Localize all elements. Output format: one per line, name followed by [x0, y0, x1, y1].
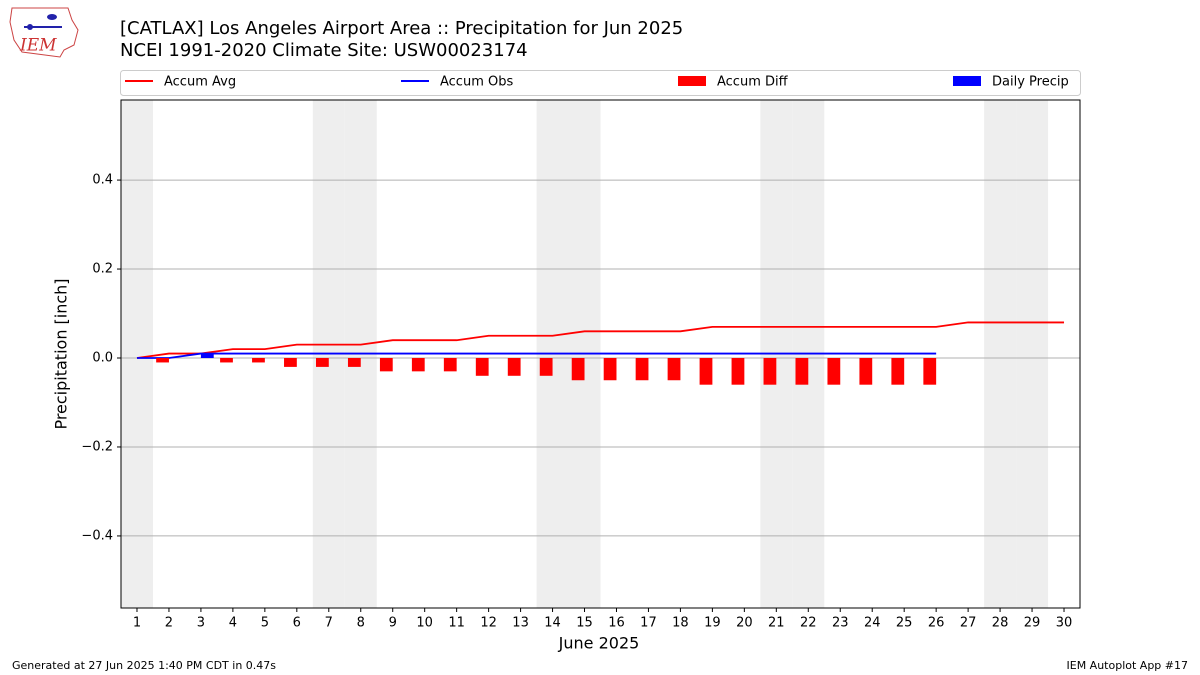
chart-subtitle: NCEI 1991-2020 Climate Site: USW00023174: [120, 40, 528, 61]
y-tick-label: −0.2: [81, 439, 113, 454]
x-tick-label: 29: [1024, 616, 1041, 631]
x-tick-label: 20: [736, 616, 753, 631]
x-tick-label: 6: [293, 616, 301, 631]
bar: [379, 358, 393, 372]
bar: [284, 358, 297, 367]
x-tick-label: 30: [1056, 616, 1073, 631]
x-tick-label: 28: [992, 616, 1009, 631]
line: [136, 321, 1065, 359]
x-tick-label: 5: [261, 616, 269, 631]
weekend-shade: [984, 100, 1017, 608]
bar: [923, 358, 937, 385]
x-tick-label: 17: [640, 616, 657, 631]
bar: [603, 358, 617, 381]
logo: IEM: [9, 7, 79, 58]
bar: [859, 358, 873, 385]
y-tick-label: −0.4: [81, 528, 113, 543]
x-tick-label: 8: [357, 616, 365, 631]
legend-box: [120, 70, 1081, 96]
bar: [200, 353, 214, 359]
line: [136, 352, 937, 359]
bar: [635, 358, 649, 381]
logo-text: IEM: [19, 36, 57, 56]
bar: [699, 358, 713, 385]
footer-left: Generated at 27 Jun 2025 1:40 PM CDT in …: [12, 659, 276, 672]
x-tick-label: 18: [672, 616, 689, 631]
bar: [252, 358, 265, 363]
bar: [763, 358, 777, 385]
x-tick-label: 24: [864, 616, 881, 631]
x-tick-label: 1: [133, 616, 141, 631]
bar: [667, 358, 681, 381]
x-tick-label: 25: [896, 616, 913, 631]
x-tick-label: 23: [832, 616, 849, 631]
legend-swatch: [678, 76, 706, 86]
bar: [507, 358, 521, 376]
x-tick-label: 12: [480, 616, 497, 631]
y-tick-label: 0.4: [92, 173, 113, 188]
footer-right: IEM Autoplot App #17: [1067, 659, 1189, 672]
bar: [347, 358, 361, 367]
plot-frame: [120, 99, 1081, 609]
legend-label: Accum Avg: [164, 75, 236, 90]
bar: [731, 358, 745, 385]
y-axis-label: Precipitation [inch]: [52, 278, 71, 429]
bar: [571, 358, 585, 381]
weekend-shade: [1016, 100, 1049, 608]
legend-label: Daily Precip: [992, 75, 1069, 90]
x-tick-label: 21: [768, 616, 785, 631]
legend-swatch: [953, 76, 981, 86]
bar: [315, 358, 329, 367]
x-tick-label: 16: [608, 616, 625, 631]
bar: [411, 358, 425, 372]
x-tick-label: 4: [229, 616, 237, 631]
bar: [539, 358, 553, 376]
bar: [891, 358, 905, 385]
y-tick-label: 0.2: [92, 262, 113, 277]
bar: [220, 358, 233, 363]
x-tick-label: 26: [928, 616, 945, 631]
bar: [795, 358, 809, 385]
x-tick-label: 10: [416, 616, 433, 631]
y-tick-label: 0.0: [92, 351, 113, 366]
x-tick-label: 15: [576, 616, 593, 631]
x-tick-label: 22: [800, 616, 817, 631]
x-axis-label: June 2025: [558, 634, 640, 653]
chart-title: [CATLAX] Los Angeles Airport Area :: Pre…: [120, 18, 683, 39]
x-tick-label: 3: [197, 616, 205, 631]
bar: [827, 358, 841, 385]
x-tick-label: 27: [960, 616, 977, 631]
x-tick-label: 11: [448, 616, 465, 631]
x-tick-label: 14: [544, 616, 561, 631]
plot-area: [121, 100, 1080, 608]
x-tick-label: 19: [704, 616, 721, 631]
weekend-shade: [121, 100, 153, 608]
bar: [156, 358, 169, 363]
legend-label: Accum Diff: [717, 75, 789, 90]
bar: [443, 358, 457, 372]
x-tick-label: 7: [325, 616, 333, 631]
x-tick-label: 2: [165, 616, 173, 631]
x-tick-label: 9: [389, 616, 397, 631]
legend-label: Accum Obs: [440, 75, 513, 90]
bar: [475, 358, 489, 376]
x-tick-label: 13: [512, 616, 529, 631]
